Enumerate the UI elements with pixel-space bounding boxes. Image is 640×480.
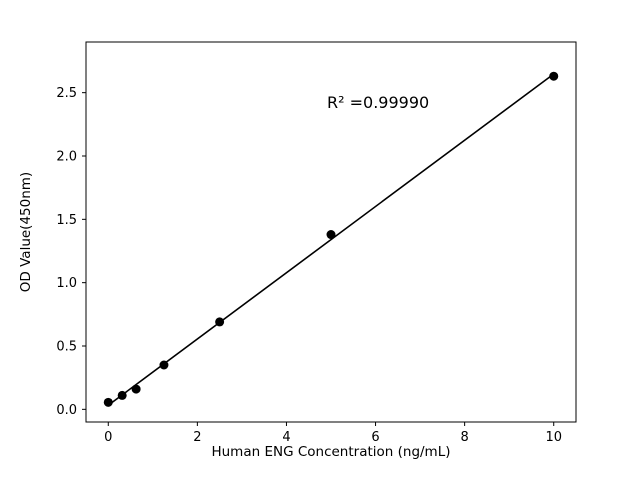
fit-line: [107, 73, 555, 406]
y-tick-label: 2.5: [56, 86, 77, 101]
data-point: [326, 230, 336, 240]
data-point: [117, 390, 127, 400]
data-point: [215, 317, 225, 327]
y-tick-label: 0.5: [56, 340, 77, 355]
y-tick-label: 1.5: [56, 213, 77, 228]
axis-ticks: 0 2 4 6 8 10 0.0 0.5 1.0 1.5 2.0 2.5: [56, 86, 562, 445]
y-tick-label: 0.0: [56, 403, 77, 418]
data-point: [103, 397, 113, 407]
y-tick-label: 2.0: [56, 150, 77, 165]
x-tick-label: 4: [282, 430, 290, 445]
plot-border: [85, 41, 577, 423]
data-point: [549, 71, 559, 81]
data-point: [159, 360, 169, 370]
x-tick-label: 6: [371, 430, 379, 445]
x-tick-label: 10: [545, 430, 562, 445]
x-tick-label: 0: [104, 430, 112, 445]
x-tick-label: 2: [193, 430, 201, 445]
y-axis-label: OD Value(450nm): [18, 172, 34, 292]
data-series: [103, 71, 559, 407]
data-point: [131, 384, 141, 394]
x-axis-label: Human ENG Concentration (ng/mL): [211, 444, 450, 460]
x-tick-label: 8: [460, 430, 468, 445]
r-squared-annotation: R² =0.99990: [327, 93, 429, 112]
y-tick-label: 1.0: [56, 276, 77, 291]
